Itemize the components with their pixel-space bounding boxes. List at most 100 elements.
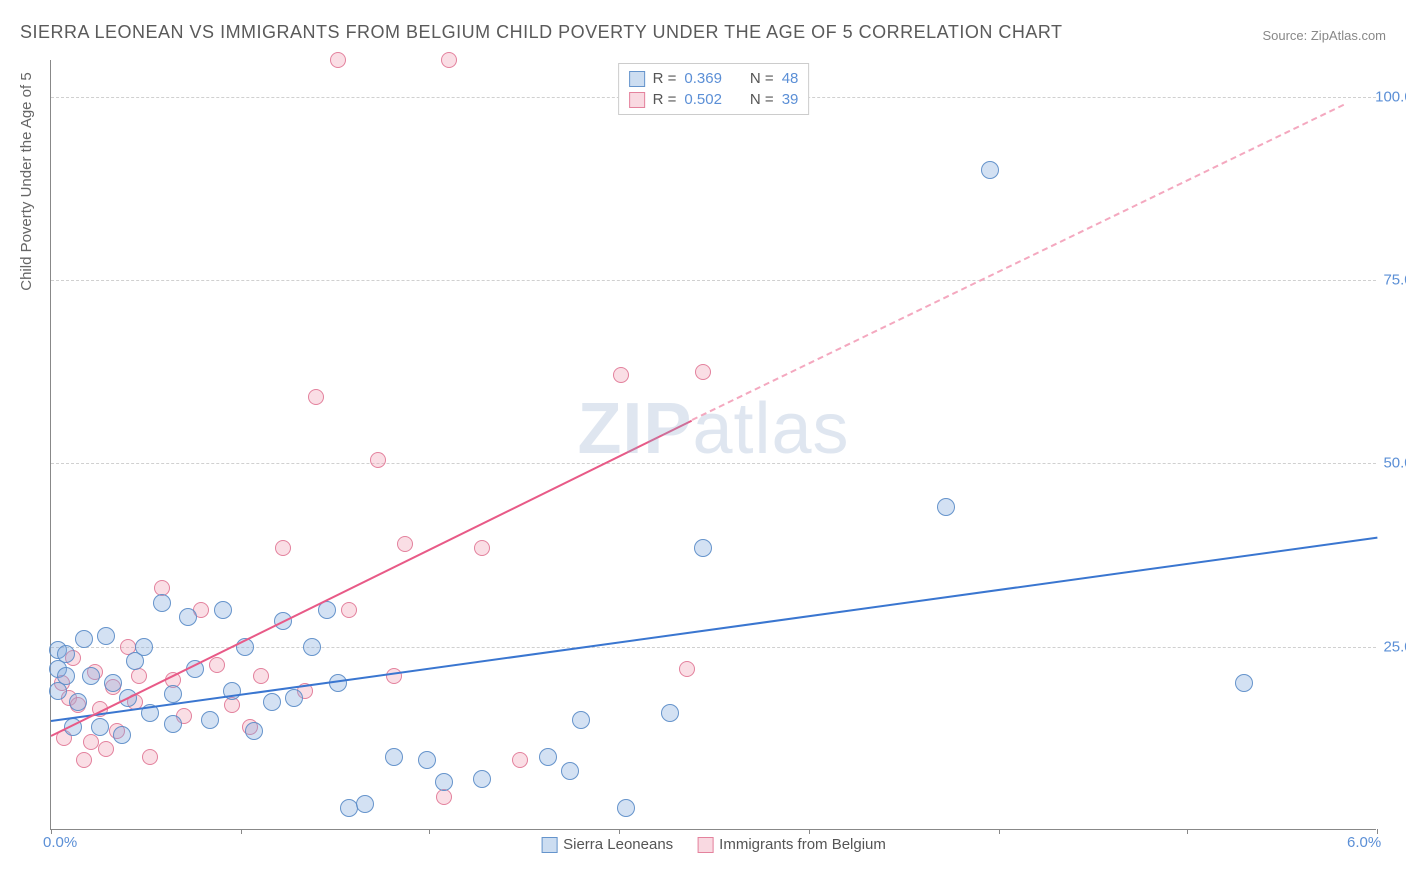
data-point [441,52,457,68]
data-point [201,711,219,729]
data-point [224,697,240,713]
n-value-pink: 39 [782,91,799,108]
n-label: N = [750,70,774,87]
data-point [474,540,490,556]
data-point [164,685,182,703]
data-point [397,536,413,552]
data-point [83,734,99,750]
data-point [142,749,158,765]
xtick-mark [999,829,1000,834]
data-point [164,715,182,733]
chart-title: SIERRA LEONEAN VS IMMIGRANTS FROM BELGIU… [20,22,1063,43]
plot-area: ZIPatlas R = 0.369 N = 48 R = 0.502 N = … [50,60,1376,830]
data-point [370,452,386,468]
swatch-blue-icon [541,837,557,853]
xtick-label: 6.0% [1347,834,1381,851]
data-point [91,718,109,736]
data-point [69,693,87,711]
data-point [214,601,232,619]
data-point [981,161,999,179]
data-point [418,751,436,769]
legend-pink-label: Immigrants from Belgium [719,836,886,853]
xtick-mark [619,829,620,834]
r-label: R = [653,91,677,108]
data-point [135,638,153,656]
data-point [97,627,115,645]
source-label: Source: ZipAtlas.com [1262,28,1386,43]
data-point [104,674,122,692]
legend-series: Sierra Leoneans Immigrants from Belgium [541,836,886,853]
data-point [386,668,402,684]
r-value-pink: 0.502 [684,91,722,108]
data-point [75,630,93,648]
trendline [51,537,1377,722]
data-point [82,667,100,685]
data-point [385,748,403,766]
gridline [51,280,1376,281]
data-point [98,741,114,757]
n-label: N = [750,91,774,108]
r-value-blue: 0.369 [684,70,722,87]
legend-item-blue: Sierra Leoneans [541,836,673,853]
data-point [937,498,955,516]
data-point [245,722,263,740]
swatch-pink-icon [697,837,713,853]
data-point [539,748,557,766]
data-point [275,540,291,556]
xtick-label: 0.0% [43,834,77,851]
data-point [613,367,629,383]
data-point [473,770,491,788]
data-point [435,773,453,791]
legend-item-pink: Immigrants from Belgium [697,836,886,853]
swatch-pink-icon [629,92,645,108]
ytick-label: 100.0% [1366,88,1406,105]
data-point [341,602,357,618]
data-point [209,657,225,673]
data-point [572,711,590,729]
data-point [436,789,452,805]
data-point [330,52,346,68]
n-value-blue: 48 [782,70,799,87]
data-point [1235,674,1253,692]
ytick-label: 75.0% [1366,272,1406,289]
xtick-mark [429,829,430,834]
data-point [694,539,712,557]
data-point [113,726,131,744]
data-point [153,594,171,612]
data-point [131,668,147,684]
data-point [57,667,75,685]
data-point [356,795,374,813]
data-point [76,752,92,768]
trendline [51,419,693,736]
watermark-light: atlas [692,389,849,469]
y-axis-label: Child Poverty Under the Age of 5 [18,72,35,290]
chart-container: SIERRA LEONEAN VS IMMIGRANTS FROM BELGIU… [0,0,1406,892]
data-point [285,689,303,707]
legend-blue-label: Sierra Leoneans [563,836,673,853]
xtick-mark [241,829,242,834]
ytick-label: 25.0% [1366,638,1406,655]
data-point [679,661,695,677]
xtick-mark [809,829,810,834]
legend-row-blue: R = 0.369 N = 48 [629,68,799,89]
r-label: R = [653,70,677,87]
trendline [691,104,1344,421]
swatch-blue-icon [629,71,645,87]
data-point [57,645,75,663]
legend-row-pink: R = 0.502 N = 39 [629,89,799,110]
xtick-mark [1187,829,1188,834]
data-point [661,704,679,722]
data-point [179,608,197,626]
data-point [253,668,269,684]
data-point [303,638,321,656]
ytick-label: 50.0% [1366,455,1406,472]
data-point [695,364,711,380]
data-point [561,762,579,780]
legend-correlation: R = 0.369 N = 48 R = 0.502 N = 39 [618,63,810,115]
gridline [51,463,1376,464]
data-point [329,674,347,692]
data-point [308,389,324,405]
data-point [512,752,528,768]
data-point [263,693,281,711]
data-point [617,799,635,817]
